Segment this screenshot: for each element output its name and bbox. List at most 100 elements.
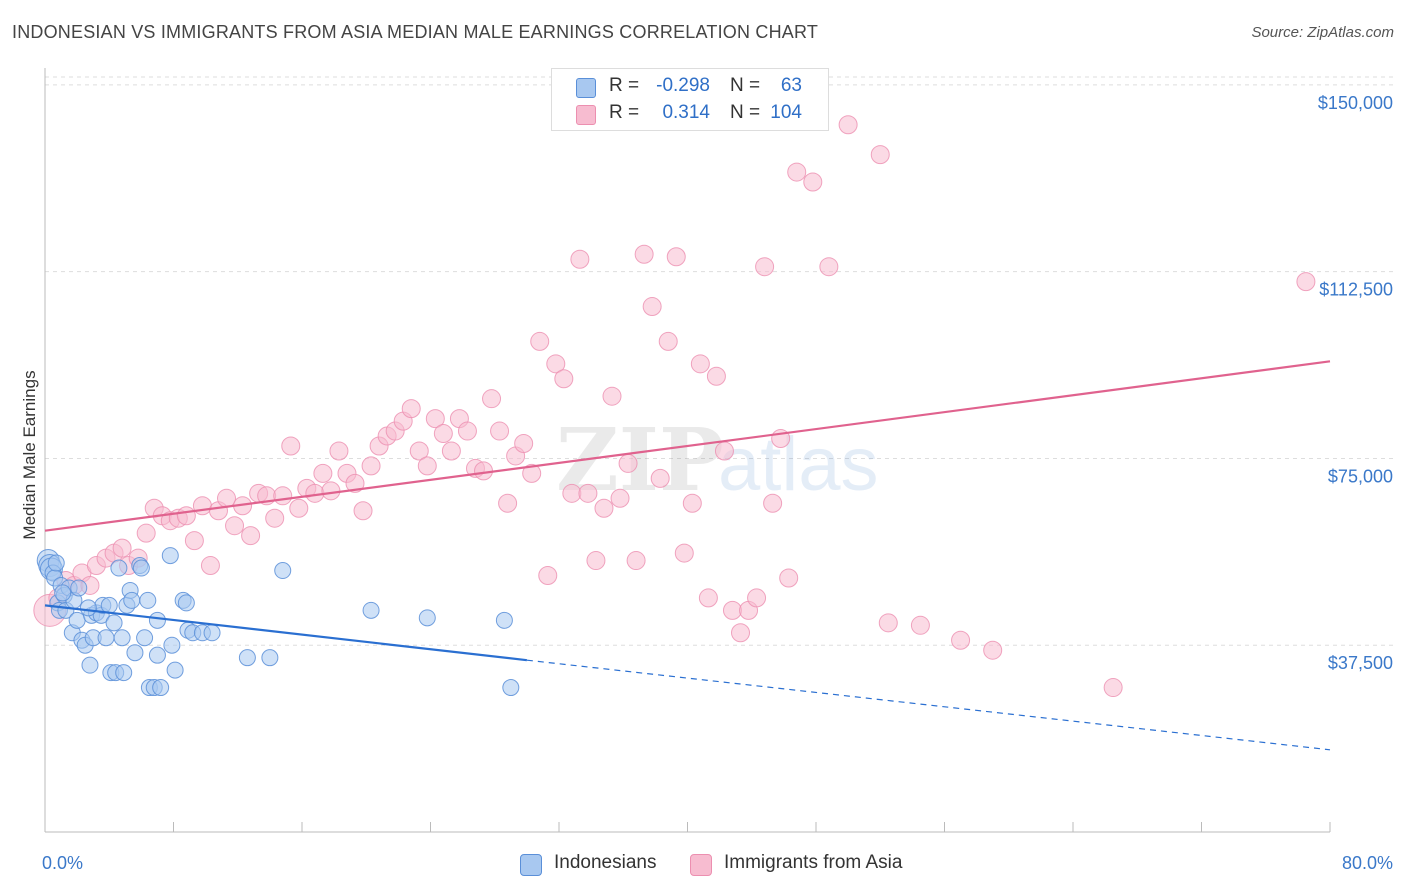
- point-indonesians: [418, 609, 436, 627]
- point-immigrants-from-asia: [722, 600, 742, 620]
- point-immigrants-from-asia: [522, 463, 542, 483]
- point-immigrants-from-asia: [763, 493, 783, 513]
- point-immigrants-from-asia: [136, 523, 156, 543]
- chart-title: INDONESIAN VS IMMIGRANTS FROM ASIA MEDIA…: [12, 22, 819, 42]
- point-immigrants-from-asia: [474, 461, 494, 481]
- point-immigrants-from-asia: [112, 538, 132, 558]
- y-tick-label: $112,500: [1319, 280, 1393, 300]
- point-immigrants-from-asia: [273, 486, 293, 506]
- point-indonesians: [113, 629, 131, 647]
- point-immigrants-from-asia: [546, 354, 566, 374]
- source-label: Source: ZipAtlas.com: [1251, 24, 1394, 41]
- point-immigrants-from-asia: [329, 441, 349, 461]
- bottom-legend-label: Indonesians: [554, 852, 657, 873]
- axis-labels: $37,500 $75,000 $112,500 $150,000 0.0% 80.0% M…: [20, 93, 1393, 873]
- legend-swatch-blue: [576, 78, 596, 98]
- point-immigrants-from-asia: [345, 473, 365, 493]
- point-immigrants-from-asia: [530, 331, 550, 351]
- point-immigrants-from-asia: [281, 436, 301, 456]
- point-immigrants-from-asia: [321, 481, 341, 501]
- legend-r-value: 0.314: [662, 102, 710, 123]
- point-indonesians: [502, 679, 520, 697]
- point-immigrants-from-asia: [554, 369, 574, 389]
- point-immigrants-from-asia: [951, 630, 971, 650]
- legend-n-label: N =: [730, 75, 761, 96]
- point-immigrants-from-asia: [819, 257, 839, 277]
- point-immigrants-from-asia: [610, 488, 630, 508]
- point-immigrants-from-asia: [803, 172, 823, 192]
- point-immigrants-from-asia: [184, 531, 204, 551]
- point-immigrants-from-asia: [870, 145, 890, 165]
- axes: [44, 68, 1331, 833]
- trend-line-immigrants-from-asia: [44, 360, 1331, 532]
- point-immigrants-from-asia: [878, 613, 898, 633]
- point-indonesians: [148, 646, 166, 664]
- point-immigrants-from-asia: [441, 441, 461, 461]
- point-immigrants-from-asia: [674, 543, 694, 563]
- point-immigrants-from-asia: [666, 247, 686, 267]
- point-indonesians: [362, 601, 380, 619]
- point-indonesians: [203, 624, 221, 642]
- point-immigrants-from-asia: [482, 389, 502, 409]
- point-immigrants-from-asia: [417, 456, 437, 476]
- legend-n-value: 63: [780, 75, 802, 96]
- point-immigrants-from-asia: [755, 257, 775, 277]
- point-immigrants-from-asia: [602, 386, 622, 406]
- point-immigrants-from-asia: [570, 249, 590, 269]
- legend-row-immigrants: R = 0.314 N = 104: [552, 102, 828, 128]
- point-immigrants-from-asia: [983, 640, 1003, 660]
- point-indonesians: [238, 649, 256, 667]
- point-immigrants-from-asia: [634, 244, 654, 264]
- y-tick-label: $150,000: [1318, 93, 1393, 113]
- point-immigrants-from-asia: [779, 568, 799, 588]
- point-indonesians: [148, 611, 166, 629]
- point-immigrants-from-asia: [642, 297, 662, 317]
- point-immigrants-from-asia: [690, 354, 710, 374]
- point-immigrants-from-asia: [225, 516, 245, 536]
- point-immigrants-from-asia: [1296, 272, 1316, 292]
- point-immigrants-from-asia: [787, 162, 807, 182]
- point-immigrants-from-asia: [265, 508, 285, 528]
- point-indonesians: [136, 629, 154, 647]
- point-immigrants-from-asia: [714, 441, 734, 461]
- point-immigrants-from-asia: [313, 463, 333, 483]
- point-immigrants-from-asia: [747, 588, 767, 608]
- point-immigrants-from-asia: [1103, 678, 1123, 698]
- point-immigrants-from-asia: [682, 493, 702, 513]
- watermark-atlas: atlas: [718, 422, 879, 507]
- point-indonesians: [47, 554, 65, 572]
- point-immigrants-from-asia: [217, 488, 237, 508]
- point-immigrants-from-asia: [650, 468, 670, 488]
- legend-r-label: R =: [609, 102, 640, 123]
- point-indonesians: [166, 661, 184, 679]
- point-immigrants-from-asia: [409, 441, 429, 461]
- bottom-legend-label: Immigrants from Asia: [724, 852, 903, 873]
- point-indonesians: [81, 656, 99, 674]
- point-immigrants-from-asia: [401, 399, 421, 419]
- point-immigrants-from-asia: [562, 483, 582, 503]
- point-indonesians: [274, 562, 292, 580]
- point-indonesians: [495, 611, 513, 629]
- point-immigrants-from-asia: [514, 434, 534, 454]
- point-immigrants-from-asia: [457, 421, 477, 441]
- legend-n-value: 104: [770, 102, 802, 123]
- point-immigrants-from-asia: [192, 496, 212, 516]
- bottom-legend-swatch-blue: [520, 854, 542, 876]
- y-axis-title: Median Male Earnings: [20, 370, 39, 539]
- point-immigrants-from-asia: [838, 115, 858, 135]
- legend-row-indonesians: R = -0.298 N = 63: [552, 75, 828, 101]
- point-indonesians: [54, 584, 72, 602]
- point-indonesians: [177, 594, 195, 612]
- series-indonesians: [36, 547, 520, 697]
- point-indonesians: [139, 591, 157, 609]
- watermark: ZIP atlas: [556, 410, 879, 511]
- point-indonesians: [79, 599, 97, 617]
- point-immigrants-from-asia: [698, 588, 718, 608]
- point-indonesians: [261, 649, 279, 667]
- legend-swatch-pink: [576, 105, 596, 125]
- trend-line-indonesians: [44, 604, 527, 662]
- y-tick-label: $37,500: [1328, 653, 1393, 673]
- legend-r-label: R =: [609, 75, 640, 96]
- point-immigrants-from-asia: [176, 506, 196, 526]
